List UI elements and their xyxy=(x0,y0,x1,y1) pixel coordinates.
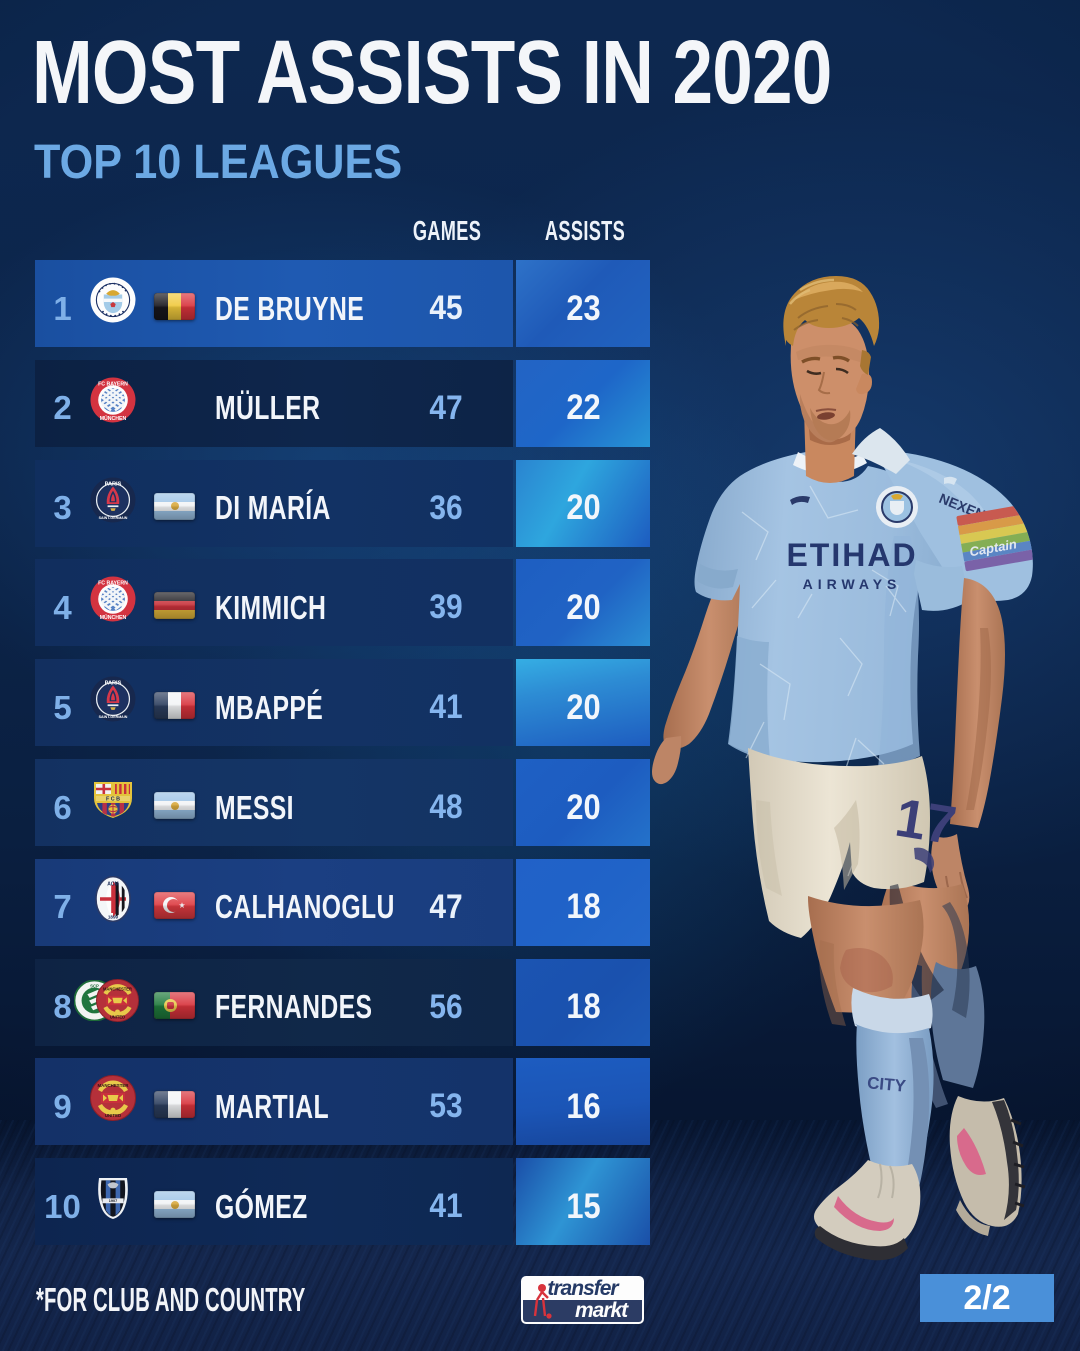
svg-text:AIRWAYS: AIRWAYS xyxy=(803,576,902,592)
svg-text:PARIS: PARIS xyxy=(105,481,122,487)
svg-text:FC BAYERN: FC BAYERN xyxy=(98,581,128,587)
svg-text:SCP: SCP xyxy=(90,983,99,988)
svg-text:CITY: CITY xyxy=(866,1073,907,1095)
svg-text:F C B: F C B xyxy=(106,797,120,803)
svg-text:17: 17 xyxy=(891,788,960,857)
svg-text:MÜNCHEN: MÜNCHEN xyxy=(100,614,127,621)
svg-text:PARIS: PARIS xyxy=(105,680,122,686)
svg-text:ACM: ACM xyxy=(107,881,118,887)
svg-text:SAINT-GERMAIN: SAINT-GERMAIN xyxy=(99,715,128,719)
svg-text:MÜNCHEN: MÜNCHEN xyxy=(100,415,127,422)
svg-text:SAINT-GERMAIN: SAINT-GERMAIN xyxy=(99,516,128,520)
svg-text:UNITED: UNITED xyxy=(110,1014,125,1019)
svg-text:MANCHESTER: MANCHESTER xyxy=(98,1084,130,1089)
svg-text:FC BAYERN: FC BAYERN xyxy=(98,381,128,387)
svg-text:UNITED: UNITED xyxy=(105,1113,121,1118)
svg-text:ETIHAD: ETIHAD xyxy=(786,537,917,573)
svg-text:1899: 1899 xyxy=(108,914,119,919)
svg-text:MANCHESTER: MANCHESTER xyxy=(103,986,132,991)
svg-text:1907: 1907 xyxy=(109,1199,117,1203)
